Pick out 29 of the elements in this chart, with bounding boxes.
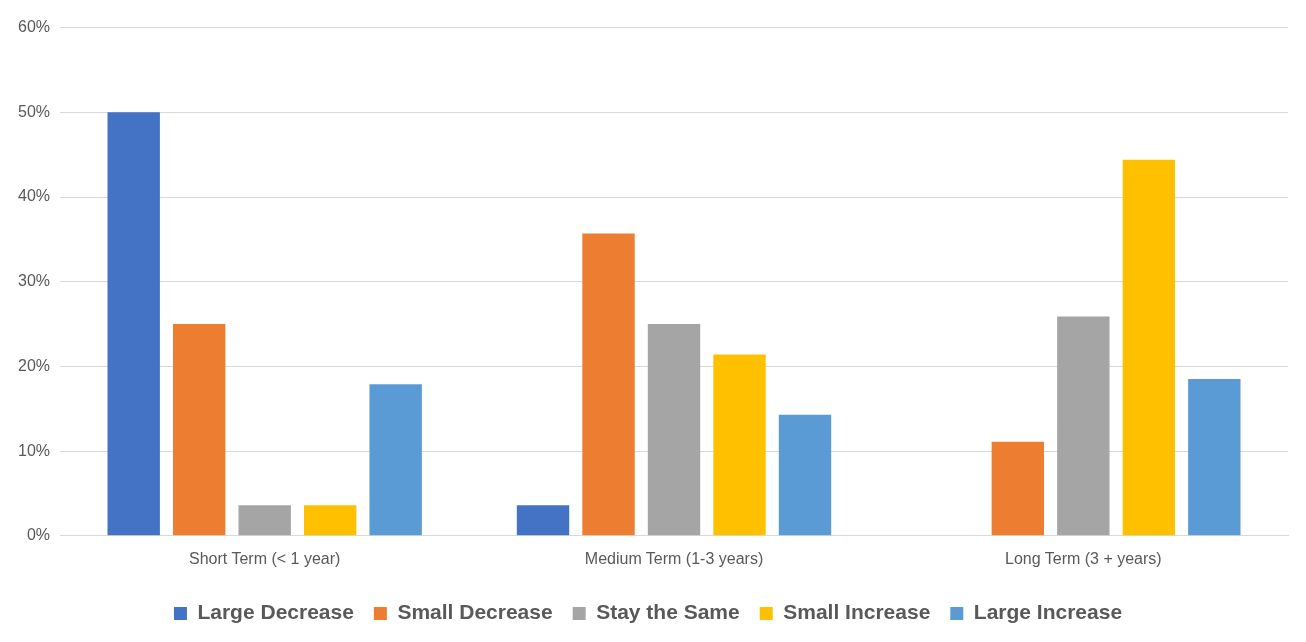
legend-label: Small Decrease (397, 600, 553, 624)
bar (1122, 159, 1176, 536)
bar (303, 505, 357, 536)
bar (238, 505, 291, 536)
legend-label: Large Increase (973, 600, 1123, 624)
bar (107, 112, 160, 536)
legend-label: Small Increase (783, 600, 931, 624)
y-tick-label: 20% (17, 356, 51, 374)
y-tick-label: 10% (17, 441, 51, 459)
y-tick-label: 0% (26, 526, 51, 544)
bar (991, 441, 1045, 536)
bar (647, 324, 701, 536)
bar (778, 414, 832, 536)
y-tick-label: 50% (17, 102, 51, 120)
bar (516, 505, 570, 536)
x-tick-label: Short Term (< 1 year) (189, 549, 341, 567)
y-tick-label: 30% (17, 272, 51, 290)
x-tick-label: Long Term (3 + years) (1005, 549, 1162, 567)
x-tick-label: Medium Term (1-3 years) (584, 549, 764, 567)
y-tick-label: 60% (17, 18, 51, 36)
y-tick-label: 40% (17, 187, 51, 205)
bar (173, 324, 226, 536)
bar (369, 384, 422, 536)
legend-label: Large Decrease (197, 600, 354, 624)
bar (713, 354, 766, 536)
bar (582, 233, 635, 536)
bar (1057, 316, 1110, 536)
bar (1188, 379, 1241, 536)
legend-label: Stay the Same (596, 600, 740, 624)
